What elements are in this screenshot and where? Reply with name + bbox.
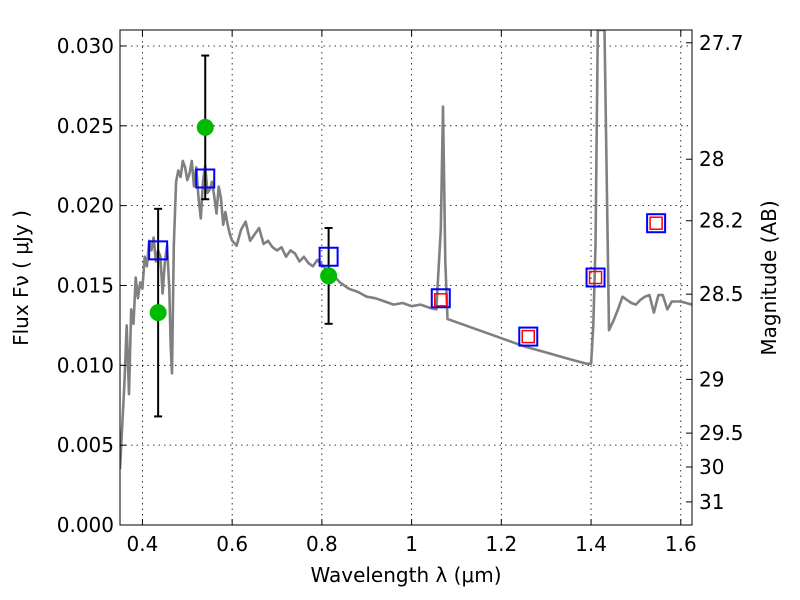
grid [120,30,692,526]
model-square-inner [588,270,603,285]
y-tick-label: 0.025 [57,114,114,138]
y2-tick-label: 28 [699,147,724,171]
x-axis-ticks: 0.4 0.6 0.8 1 1.2 1.4 1.6 [127,30,697,556]
y2-tick-label: 27.7 [699,31,744,55]
y2-tick-label: 31 [699,490,724,514]
photometry-point [149,304,167,322]
x-tick-label: 1.2 [485,532,517,556]
x-axis-title: Wavelength λ (μm) [310,563,501,587]
model-square [518,326,539,347]
y2-tick-label: 29 [699,367,724,391]
x-tick-label: 0.6 [216,532,248,556]
x-tick-label: 1 [405,532,418,556]
photometry-point [196,118,214,136]
y-axis-title: Flux Fν ( μJy ) [9,210,33,346]
y2-tick-label: 28.5 [699,282,744,306]
model-square [318,246,339,267]
error-bars [154,54,333,418]
model-square [430,288,451,309]
y-tick-label: 0.005 [57,433,114,457]
y-tick-label: 0.000 [57,513,114,537]
y2-tick-label: 28.2 [699,209,744,233]
model-square-inner [521,329,536,344]
y-axis-ticks: 0.000 0.005 0.010 0.015 0.020 0.025 0.030 [57,34,126,537]
y-tick-label: 0.020 [57,194,114,218]
model-square [585,267,606,288]
y2-axis-ticks: 27.7 28 28.2 28.5 29 29.5 30 31 [686,31,744,514]
y-tick-label: 0.030 [57,34,114,58]
x-tick-label: 1.6 [665,532,697,556]
x-tick-label: 1.4 [575,532,607,556]
model-square-inner [649,216,663,230]
plot-frame [119,29,693,526]
y2-tick-label: 29.5 [699,421,744,445]
data-markers [148,118,667,347]
model-square-inner [434,293,448,307]
model-square [148,240,169,261]
x-tick-label: 0.8 [306,532,338,556]
x-tick-label: 0.4 [127,532,159,556]
model-square [195,168,216,189]
y-tick-label: 0.015 [57,273,114,297]
y2-tick-label: 30 [699,455,724,479]
y2-axis-title: Magnitude (AB) [757,200,781,355]
photometry-point [320,267,338,285]
model-square [646,213,667,234]
y-tick-label: 0.010 [57,353,114,377]
